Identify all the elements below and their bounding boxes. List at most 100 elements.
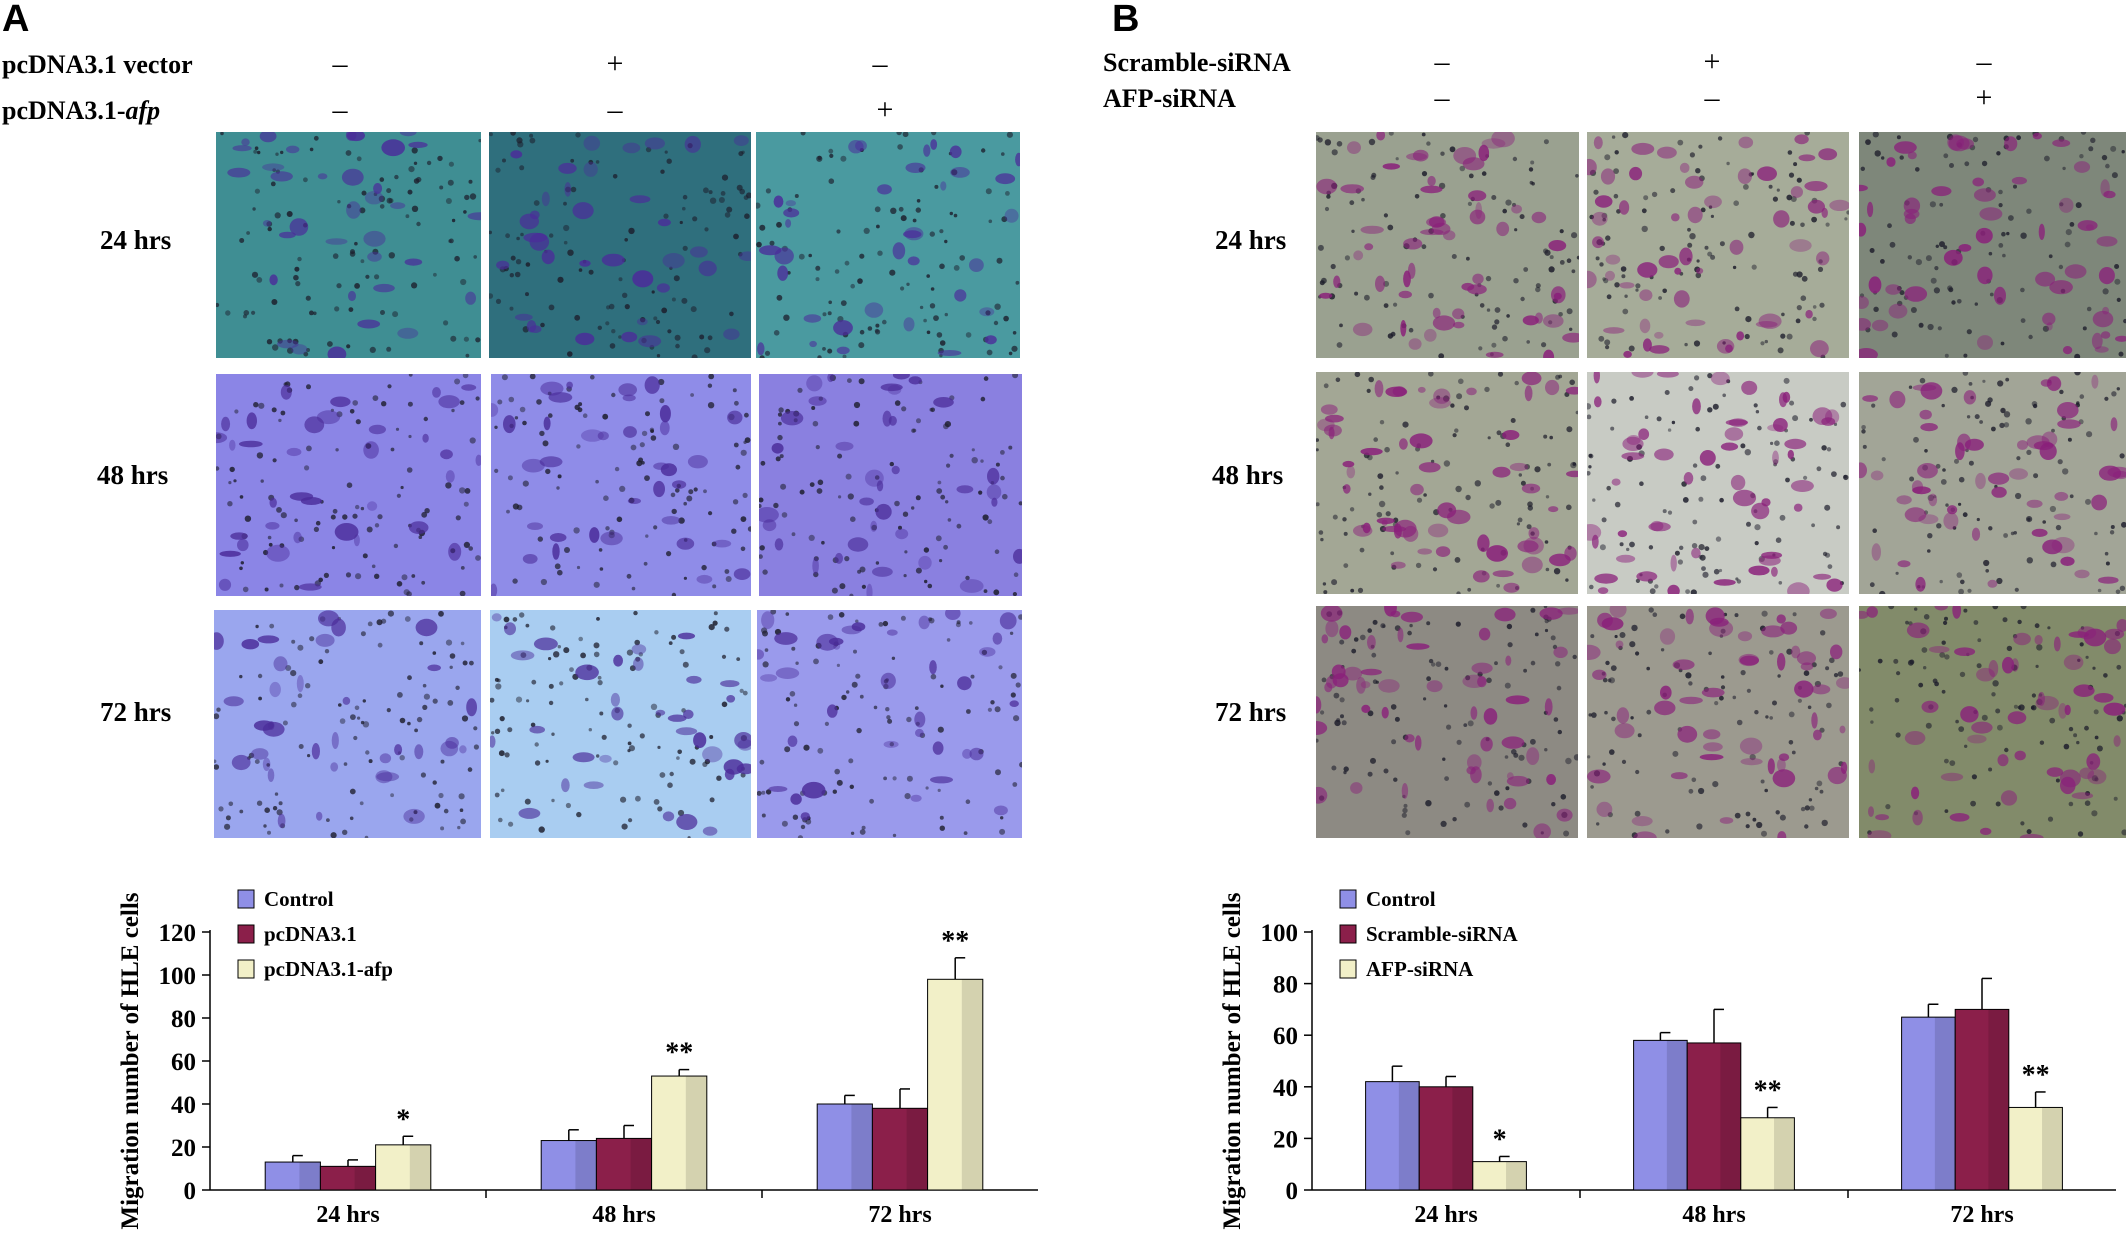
panel-a-legend-label: pcDNA3.1	[264, 922, 357, 946]
panel-b-bar-shade	[1934, 1017, 1956, 1190]
panel-a-legend-swatch	[237, 959, 255, 979]
panel-a-bar-shade	[354, 1166, 376, 1190]
panel-a-bar-shade	[575, 1140, 597, 1190]
micrograph	[1859, 372, 2126, 594]
micrograph	[1859, 606, 2126, 838]
micrograph	[1587, 372, 1849, 594]
panel-a-legend-label: Control	[264, 887, 334, 911]
panel-a-y-tick-label: 120	[159, 920, 197, 947]
panel-a-bar	[595, 1137, 653, 1191]
panel-a-condition-2-sign-3: +	[876, 93, 894, 126]
panel-b-bar-shade	[1988, 1009, 2009, 1190]
panel-b-condition-2-label: AFP-siRNA	[1103, 84, 1236, 113]
panel-b-condition-2-sign-1: –	[1434, 81, 1450, 114]
panel-a-bar-shade	[851, 1104, 873, 1190]
panel-b-legend-label: Control	[1366, 887, 1436, 911]
panel-b-legend-swatch	[1339, 924, 1357, 944]
panel-a-y-tick-label: 40	[171, 1092, 196, 1119]
micrograph-image	[759, 374, 1022, 596]
micrograph	[1316, 372, 1578, 594]
panel-b-bar-shade	[1720, 1042, 1741, 1190]
panel-b-bar-shade	[1774, 1117, 1795, 1190]
panel-b-bar	[1901, 1016, 1956, 1191]
panel-a-condition-1-sign-3: –	[872, 47, 888, 80]
micrograph	[1587, 132, 1849, 358]
panel-b-bar-chart: Migration number of HLE cells 0 20 40 60 80 10…	[1212, 880, 2128, 1240]
micrograph-image	[489, 132, 751, 358]
panel-b-bar-shade	[1398, 1081, 1420, 1190]
panel-b-letter: B	[1112, 0, 1140, 40]
panel-b-bar-shade	[1506, 1161, 1527, 1190]
panel-b-significance-label: **	[2022, 1060, 2050, 1091]
micrograph-image	[214, 610, 481, 838]
panel-a-bar	[651, 1075, 708, 1191]
panel-b-bar	[1365, 1081, 1420, 1191]
panel-a-condition-2-label: pcDNA3.1-afp	[2, 96, 161, 125]
micrograph-image	[757, 610, 1022, 838]
panel-b-y-tick-label: 0	[1286, 1178, 1299, 1205]
micrograph	[214, 610, 481, 838]
panel-b-legend-swatch	[1339, 889, 1357, 909]
panel-b-x-tick-label: 24 hrs	[1414, 1202, 1477, 1228]
micrograph	[489, 132, 751, 358]
panel-b-bar	[1418, 1086, 1474, 1191]
panel-a-bar-shade	[906, 1108, 928, 1190]
micrograph-image	[216, 132, 481, 358]
panel-b-condition-1-sign-1: –	[1434, 45, 1450, 78]
panel-b-significance-label: **	[1754, 1075, 1782, 1106]
panel-b-y-tick-label: 20	[1273, 1126, 1298, 1153]
panel-b-legend-swatch	[1339, 959, 1357, 979]
panel-b-time-label-48: 48 hrs	[1212, 460, 1284, 490]
panel-a-bar-shade	[409, 1144, 431, 1190]
panel-b-bar	[1954, 1008, 2010, 1191]
panel-a-significance-label: **	[665, 1038, 693, 1069]
micrograph	[1859, 132, 2126, 358]
panel-a-condition-2-sign-1: –	[332, 93, 348, 126]
panel-b-x-tick-label: 48 hrs	[1682, 1202, 1745, 1228]
panel-a-y-tick-label: 60	[171, 1049, 196, 1076]
panel-a-letter: A	[2, 0, 30, 40]
panel-b-y-tick-label: 80	[1273, 972, 1298, 999]
panel-b-bar	[1633, 1039, 1688, 1191]
panel-a-bar-shade	[630, 1138, 652, 1190]
panel-a-legend-swatch	[237, 889, 255, 909]
panel-a-bar-shade	[961, 979, 983, 1190]
panel-a-significance-label: **	[941, 926, 969, 957]
panel-a-bar	[540, 1140, 597, 1191]
micrograph	[216, 374, 481, 596]
micrograph	[1587, 606, 1849, 838]
panel-a-condition-1-label: pcDNA3.1 vector	[2, 50, 193, 79]
panel-b-x-tick-label: 72 hrs	[1950, 1202, 2013, 1228]
panel-b-bar-shade	[2042, 1107, 2063, 1190]
micrograph	[216, 132, 481, 358]
micrograph-image	[1859, 372, 2126, 594]
panel-b-y-axis-title: Migration number of HLE cells	[1219, 892, 1246, 1229]
panel-b-y-tick-label: 40	[1273, 1075, 1298, 1102]
panel-a-y-tick-label: 100	[159, 963, 197, 990]
panel-a-condition-1-sign-1: –	[332, 47, 348, 80]
micrograph-image	[756, 132, 1020, 358]
panel-a-y-tick-label: 20	[171, 1135, 196, 1162]
micrograph-image	[491, 374, 751, 596]
micrograph-image	[1316, 372, 1578, 594]
panel-a-time-label-24: 24 hrs	[100, 225, 172, 255]
micrograph-image	[1859, 606, 2126, 838]
panel-a-time-label-48: 48 hrs	[97, 460, 169, 490]
micrograph-image	[1316, 132, 1579, 358]
micrograph	[759, 374, 1022, 596]
panel-b-condition-2-sign-3: +	[1975, 81, 1993, 114]
panel-b-time-label-24: 24 hrs	[1215, 225, 1287, 255]
panel-a-y-tick-label: 80	[171, 1006, 196, 1033]
panel-b-bar	[1686, 1042, 1742, 1191]
panel-a-bar	[264, 1161, 321, 1191]
panel-a-significance-label: *	[396, 1104, 410, 1135]
micrograph-image	[1859, 132, 2126, 358]
micrograph-image	[490, 610, 751, 838]
micrograph	[491, 374, 751, 596]
panel-a-bar-shade	[685, 1076, 707, 1190]
panel-a-x-tick-label: 72 hrs	[868, 1202, 931, 1228]
panel-b-significance-label: *	[1493, 1124, 1507, 1155]
panel-b-bar-shade	[1452, 1086, 1473, 1190]
micrograph	[490, 610, 751, 838]
panel-b-legend-label: AFP-siRNA	[1366, 957, 1474, 981]
